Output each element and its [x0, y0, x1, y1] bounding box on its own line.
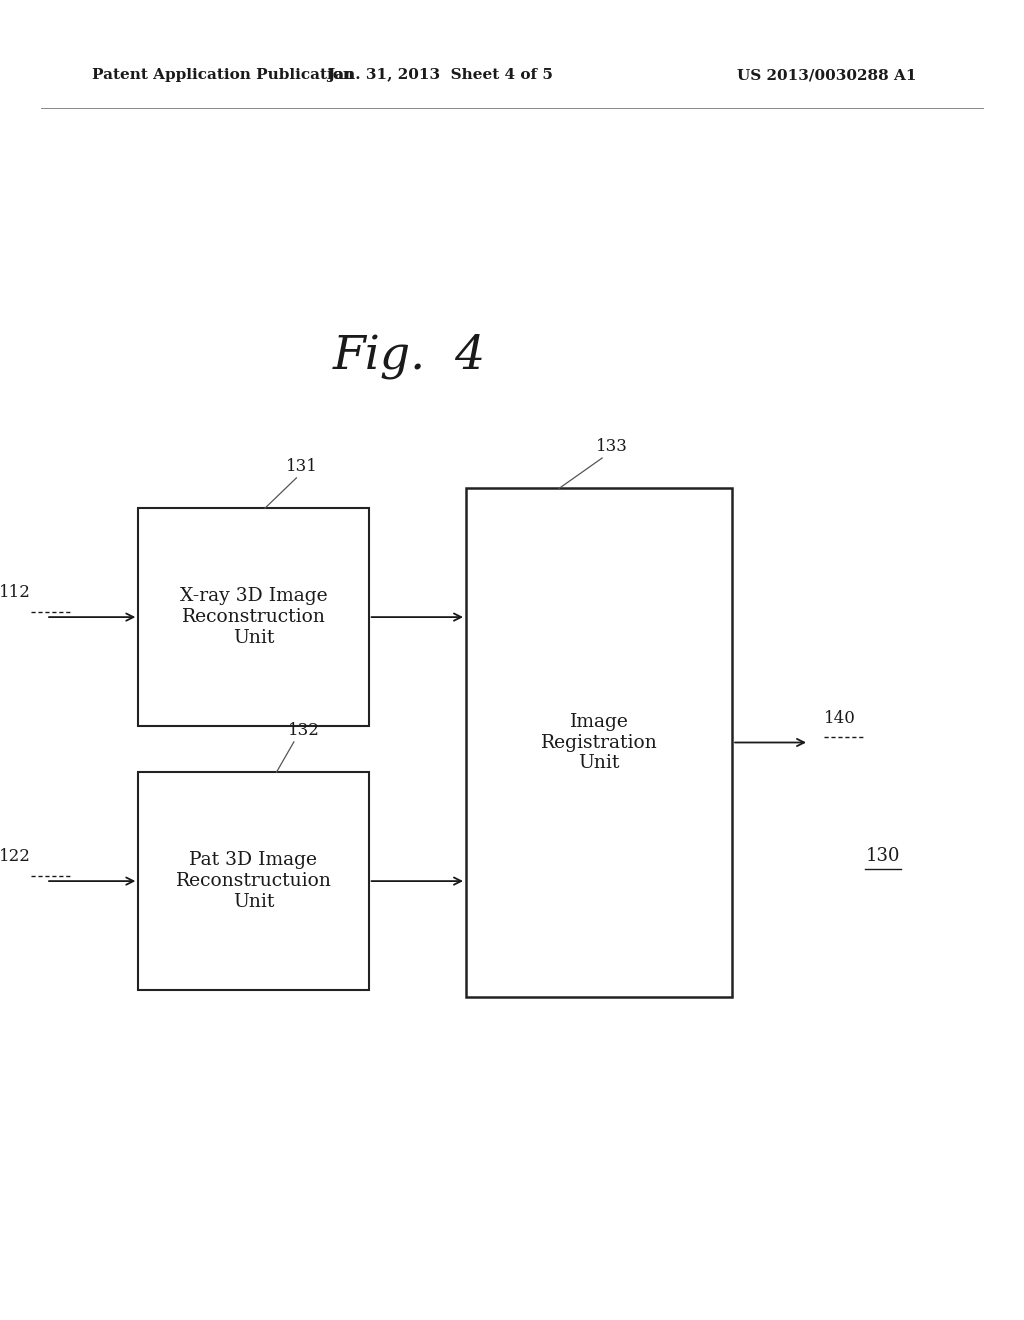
Text: Fig.  4: Fig. 4	[333, 334, 486, 379]
Text: Pat 3D Image
Reconstructuion
Unit: Pat 3D Image Reconstructuion Unit	[175, 851, 332, 911]
Text: Jan. 31, 2013  Sheet 4 of 5: Jan. 31, 2013 Sheet 4 of 5	[328, 69, 553, 82]
Text: 122: 122	[0, 849, 31, 866]
Text: X-ray 3D Image
Reconstruction
Unit: X-ray 3D Image Reconstruction Unit	[179, 587, 328, 647]
Text: 140: 140	[824, 710, 856, 726]
Text: 133: 133	[596, 438, 629, 455]
Bar	[466, 488, 732, 997]
Text: 132: 132	[288, 722, 321, 739]
Bar	[138, 772, 369, 990]
Text: Image
Registration
Unit: Image Registration Unit	[541, 713, 657, 772]
Text: 112: 112	[0, 585, 31, 602]
Text: 131: 131	[286, 458, 317, 475]
Text: 130: 130	[865, 846, 900, 865]
Bar	[138, 508, 369, 726]
Text: Patent Application Publication: Patent Application Publication	[92, 69, 354, 82]
Text: US 2013/0030288 A1: US 2013/0030288 A1	[737, 69, 916, 82]
